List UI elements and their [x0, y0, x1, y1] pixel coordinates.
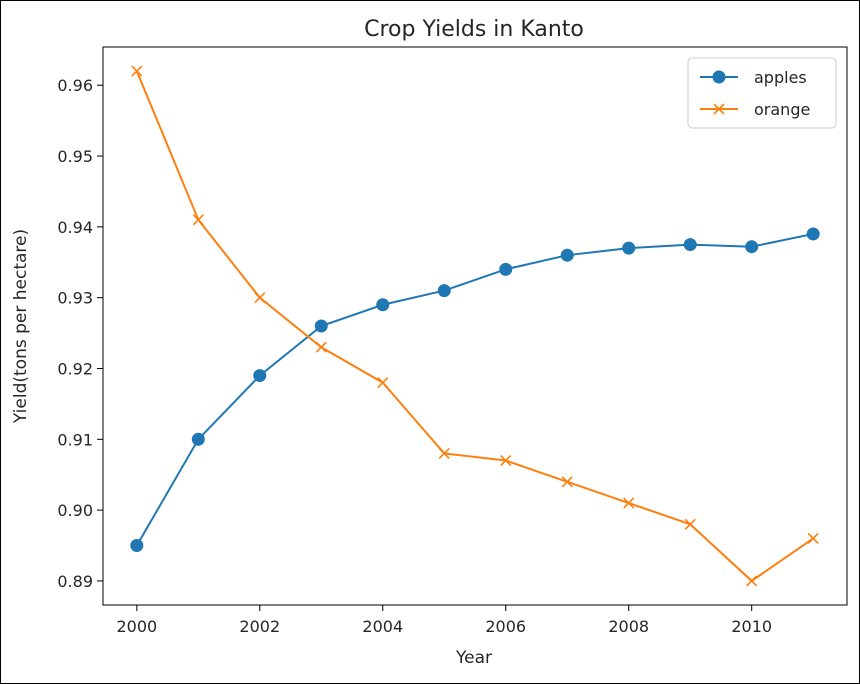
series-line-apples: [135, 232, 814, 547]
y-tick-label: 0.93: [57, 289, 93, 308]
y-tick-label: 0.95: [57, 147, 93, 166]
legend: apples orange: [687, 57, 837, 129]
plot-area: [102, 46, 848, 606]
data-point-orange: [561, 476, 573, 488]
data-point-orange: [807, 532, 819, 545]
series-layer: [130, 65, 820, 587]
series-line-orange: [135, 70, 814, 583]
data-point-orange: [377, 377, 389, 389]
legend-marker: [712, 70, 726, 84]
data-point-apples: [314, 319, 328, 333]
legend-item-orange: orange: [700, 100, 810, 119]
legend-label: orange: [754, 100, 810, 119]
x-axis-label: Year: [455, 648, 492, 668]
series-apples: [130, 227, 820, 553]
data-point-apples: [437, 284, 451, 298]
data-point-orange: [192, 214, 204, 226]
y-axis-label: Yield(tons per hectare): [11, 229, 31, 424]
legend-marker: [713, 103, 725, 115]
data-point-apples: [499, 262, 513, 276]
y-tick-label: 0.94: [57, 218, 93, 237]
x-tick-label: 2000: [116, 617, 157, 636]
data-point-orange: [746, 575, 758, 587]
x-tick-label: 2002: [239, 617, 280, 636]
y-tick-label: 0.89: [57, 572, 93, 591]
chart-title: Crop Yields in Kanto: [364, 17, 584, 42]
data-point-apples: [560, 248, 574, 262]
x-tick-label: 2008: [608, 617, 649, 636]
y-axis-ticks: 0.89 0.90 0.91 0.92 0.93 0.94 0.95 0.96: [57, 76, 103, 591]
x-tick-label: 2006: [485, 617, 526, 636]
y-tick-label: 0.90: [57, 501, 93, 520]
y-tick-label: 0.96: [57, 76, 93, 95]
data-point-apples: [253, 369, 267, 383]
y-tick-label: 0.91: [57, 430, 93, 449]
data-point-orange: [131, 65, 143, 77]
data-point-apples: [376, 298, 390, 312]
x-tick-label: 2010: [731, 617, 772, 636]
data-point-apples: [622, 241, 636, 255]
data-point-orange: [500, 454, 512, 467]
data-point-apples: [130, 539, 144, 553]
data-point-orange: [623, 497, 635, 509]
y-tick-label: 0.92: [57, 359, 93, 378]
data-point-orange: [684, 518, 696, 530]
data-point-apples: [683, 238, 697, 252]
data-point-orange: [438, 447, 450, 460]
x-axis-ticks: 2000 2002 2004 2006 2008 2010: [116, 605, 772, 636]
series-orange: [131, 65, 819, 587]
data-point-orange: [315, 341, 327, 353]
x-tick-label: 2004: [362, 617, 403, 636]
legend-item-apples: apples: [700, 68, 807, 87]
data-point-apples: [745, 240, 759, 254]
legend-label: apples: [754, 68, 807, 87]
data-point-apples: [806, 227, 820, 241]
data-point-apples: [191, 432, 205, 446]
data-point-orange: [254, 292, 266, 304]
